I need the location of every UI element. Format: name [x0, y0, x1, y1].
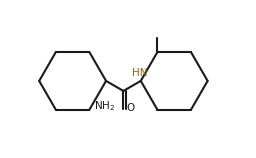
Text: O: O — [127, 103, 135, 113]
Text: NH$_2$: NH$_2$ — [93, 99, 115, 113]
Text: HN: HN — [132, 68, 147, 78]
